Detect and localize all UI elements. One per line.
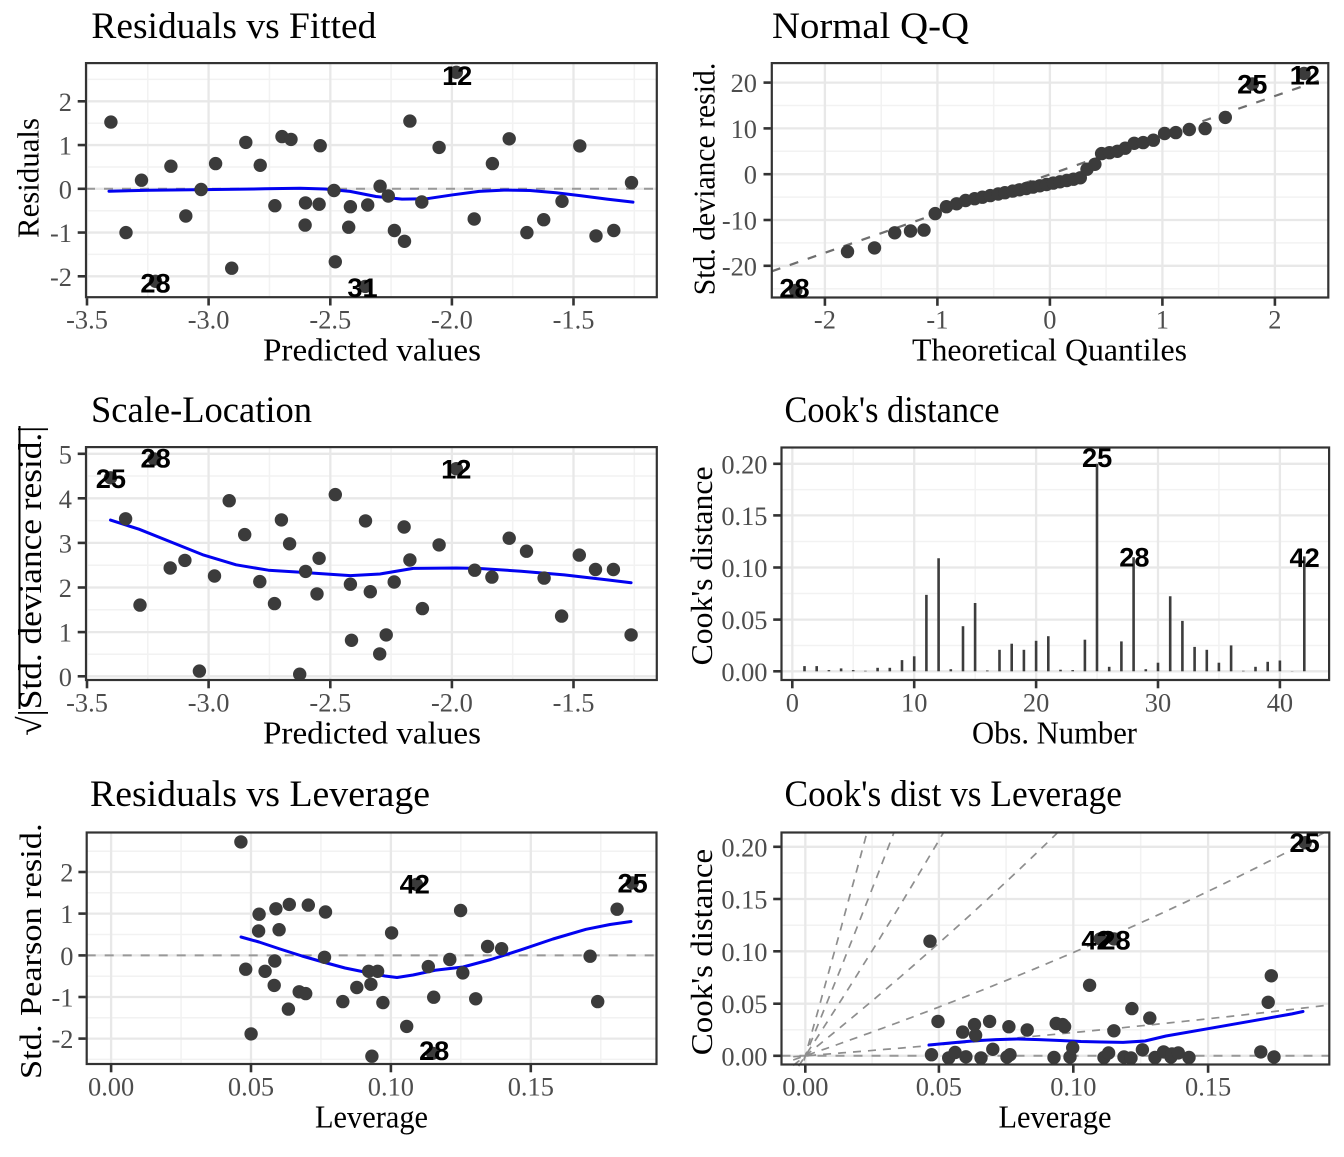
svg-text:-2.0: -2.0 <box>431 304 473 334</box>
svg-text:10: 10 <box>731 114 757 144</box>
svg-text:25: 25 <box>617 868 647 899</box>
svg-text:28: 28 <box>1100 924 1130 955</box>
svg-text:25: 25 <box>1289 827 1319 858</box>
svg-text:0: 0 <box>60 941 73 971</box>
svg-text:0.15: 0.15 <box>1185 1071 1231 1101</box>
svg-text:20: 20 <box>1023 687 1049 717</box>
svg-text:0.05: 0.05 <box>916 1071 962 1101</box>
svg-text:40: 40 <box>1267 687 1293 717</box>
svg-text:2: 2 <box>60 858 73 888</box>
svg-text:-2.5: -2.5 <box>309 304 351 334</box>
svg-text:0.15: 0.15 <box>721 501 767 531</box>
svg-text:12: 12 <box>441 453 471 484</box>
svg-text:0.05: 0.05 <box>721 605 767 635</box>
svg-text:42: 42 <box>400 869 430 900</box>
svg-text:0: 0 <box>59 662 72 692</box>
svg-text:12: 12 <box>1290 60 1320 91</box>
svg-text:Theoretical Quantiles: Theoretical Quantiles <box>912 332 1187 367</box>
svg-text:0.10: 0.10 <box>1050 1071 1096 1101</box>
svg-text:-1.5: -1.5 <box>553 687 595 717</box>
svg-text:-2: -2 <box>50 262 72 292</box>
svg-text:25: 25 <box>96 463 126 494</box>
svg-text:0.05: 0.05 <box>721 989 767 1019</box>
svg-text:3: 3 <box>59 528 72 558</box>
svg-text:Cook's distance: Cook's distance <box>684 466 719 665</box>
svg-text:Cook's distance: Cook's distance <box>785 390 1000 431</box>
svg-text:-3.5: -3.5 <box>66 687 108 717</box>
svg-text:4: 4 <box>59 484 72 514</box>
svg-text:2: 2 <box>59 573 72 603</box>
svg-text:Residuals vs Leverage: Residuals vs Leverage <box>90 774 430 815</box>
svg-text:0.05: 0.05 <box>228 1071 274 1101</box>
svg-text:0.00: 0.00 <box>782 1071 828 1101</box>
svg-text:2: 2 <box>1268 304 1281 334</box>
svg-text:-1: -1 <box>926 304 948 334</box>
svg-text:Leverage: Leverage <box>315 1100 428 1135</box>
svg-text:31: 31 <box>347 272 377 303</box>
svg-text:25: 25 <box>1082 442 1112 473</box>
svg-text:-3.0: -3.0 <box>188 687 230 717</box>
svg-text:28: 28 <box>1119 542 1149 573</box>
svg-text:12: 12 <box>442 60 472 91</box>
svg-text:-1: -1 <box>52 983 74 1013</box>
svg-text:0: 0 <box>744 160 757 190</box>
svg-text:-2: -2 <box>52 1024 74 1054</box>
svg-text:28: 28 <box>140 268 170 299</box>
svg-text:42: 42 <box>1289 542 1319 573</box>
svg-text:-1.5: -1.5 <box>553 304 595 334</box>
svg-text:0.10: 0.10 <box>721 937 767 967</box>
svg-text:0.10: 0.10 <box>721 553 767 583</box>
svg-text:0.10: 0.10 <box>368 1071 414 1101</box>
svg-text:5: 5 <box>59 439 72 469</box>
svg-text:0.00: 0.00 <box>721 657 767 687</box>
svg-text:-3.0: -3.0 <box>188 304 230 334</box>
svg-text:Predicted values: Predicted values <box>263 716 481 751</box>
svg-text:1: 1 <box>59 618 72 648</box>
svg-text:Scale-Location: Scale-Location <box>91 390 312 431</box>
svg-text:10: 10 <box>901 687 927 717</box>
svg-text:1: 1 <box>59 131 72 161</box>
svg-text:1: 1 <box>1156 304 1169 334</box>
svg-text:-3.5: -3.5 <box>66 304 108 334</box>
svg-text:Std. deviance resid.: Std. deviance resid. <box>687 63 722 296</box>
svg-text:28: 28 <box>419 1035 449 1066</box>
svg-text:Predicted values: Predicted values <box>263 332 481 367</box>
svg-text:Normal Q-Q: Normal Q-Q <box>772 6 969 47</box>
svg-text:Cook's distance: Cook's distance <box>684 849 719 1055</box>
svg-text:25: 25 <box>1237 69 1267 100</box>
svg-text:0.00: 0.00 <box>721 1041 767 1071</box>
svg-text:0.20: 0.20 <box>721 449 767 479</box>
svg-text:Leverage: Leverage <box>999 1100 1112 1135</box>
svg-text:2: 2 <box>59 87 72 117</box>
svg-text:Obs. Number: Obs. Number <box>972 716 1137 751</box>
svg-text:30: 30 <box>1145 687 1171 717</box>
svg-text:-20: -20 <box>722 251 757 281</box>
svg-text:0.15: 0.15 <box>721 885 767 915</box>
svg-text:0.20: 0.20 <box>721 832 767 862</box>
svg-text:0.15: 0.15 <box>508 1071 554 1101</box>
svg-text:28: 28 <box>140 443 170 474</box>
svg-text:0: 0 <box>59 174 72 204</box>
svg-text:42: 42 <box>1081 924 1111 955</box>
svg-text:√|Std. deviance resid.|: √|Std. deviance resid.| <box>13 426 49 736</box>
svg-text:-2.0: -2.0 <box>431 687 473 717</box>
svg-text:Residuals: Residuals <box>11 118 46 238</box>
svg-text:0: 0 <box>786 687 799 717</box>
svg-text:Residuals vs Fitted: Residuals vs Fitted <box>91 6 377 47</box>
svg-text:0.00: 0.00 <box>88 1071 134 1101</box>
svg-text:Std. Pearson resid.: Std. Pearson resid. <box>13 823 48 1078</box>
svg-text:20: 20 <box>731 68 757 98</box>
svg-text:1: 1 <box>60 899 73 929</box>
svg-text:-2.5: -2.5 <box>309 687 351 717</box>
svg-text:0: 0 <box>1043 304 1056 334</box>
svg-text:-10: -10 <box>722 206 757 236</box>
svg-text:-2: -2 <box>814 304 836 334</box>
svg-text:-1: -1 <box>50 218 72 248</box>
svg-text:Cook's dist vs Leverage: Cook's dist vs Leverage <box>785 774 1123 815</box>
svg-text:28: 28 <box>779 273 809 304</box>
